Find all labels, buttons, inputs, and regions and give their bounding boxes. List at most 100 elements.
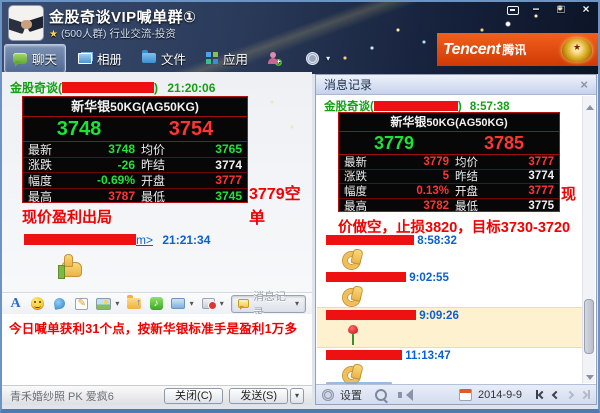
message-block-icon xyxy=(201,298,217,310)
scroll-down-arrow[interactable] xyxy=(585,371,594,380)
chevron-down-icon[interactable]: ▾ xyxy=(115,299,120,308)
message-input-area[interactable]: 今日喊单获利31个点，按新华银标准手是盈利1万多 xyxy=(2,314,312,385)
block-message-button[interactable] xyxy=(201,296,217,312)
chevron-down-icon[interactable]: ▾ xyxy=(189,299,194,308)
tab-chat[interactable]: 聊天 xyxy=(4,43,67,73)
shake-icon xyxy=(53,297,67,310)
tab-apps[interactable]: 应用 xyxy=(198,45,256,72)
message-stack-icon xyxy=(171,298,186,309)
chevron-down-icon: ▾ xyxy=(295,299,300,308)
message-sender-line: m> 21:21:34 xyxy=(24,233,210,247)
board-row: 涨跌 -26 昨结 3774 xyxy=(23,158,247,173)
censor-box xyxy=(24,234,136,245)
music-note-icon: ♪ xyxy=(149,297,163,310)
person-add-icon: + xyxy=(268,52,283,66)
history-message-list: 金股奇谈() 8:57:38 新华银50KG(AG50KG) 3779 3785… xyxy=(316,95,596,384)
board-row: 涨跌 5 昨结 3774 xyxy=(339,170,559,184)
prev-page-button[interactable] xyxy=(551,390,561,399)
minimize-button[interactable]: − xyxy=(532,2,540,16)
tencent-logo: Tencent xyxy=(443,40,501,58)
smiley-icon xyxy=(31,297,45,310)
last-page-button[interactable] xyxy=(579,390,590,399)
chevron-down-icon[interactable]: ▾ xyxy=(219,299,224,308)
instrument-code: 50KG(AG50KG) xyxy=(110,100,199,114)
ok-hand-emoji xyxy=(342,364,362,384)
close-button[interactable]: × xyxy=(582,2,590,16)
settings-label[interactable]: 设置 xyxy=(340,389,362,402)
ask-price: 3754 xyxy=(168,118,214,140)
send-options-caret[interactable]: ▾ xyxy=(290,387,304,404)
tab-album[interactable]: 相册 xyxy=(70,45,130,72)
message-time: 11:13:47 xyxy=(405,350,451,362)
message-sender-line: 金股奇谈() 8:57:38 xyxy=(324,101,510,113)
status-ad-text[interactable]: 青禾婚纱照 PK 爱疯6 xyxy=(10,390,114,403)
tencent-ad-banner[interactable]: Tencent 腾讯 xyxy=(437,33,598,66)
message-sender-line: 金股奇谈() 21:20:06 xyxy=(10,81,216,95)
sender-link-tail[interactable]: m> xyxy=(136,233,154,247)
star-icon: ★ xyxy=(49,29,58,40)
history-scrollbar[interactable] xyxy=(582,96,595,383)
search-icon[interactable] xyxy=(374,388,388,402)
censor-box xyxy=(326,350,402,360)
quote-board-image[interactable]: 新华银50KG(AG50KG) 3779 3785 最新 3779 均价 377… xyxy=(338,112,560,213)
quote-board-image[interactable]: 新华银50KG(AG50KG) 3748 3754 最新 3748 均价 376… xyxy=(22,96,248,204)
skin-icon[interactable] xyxy=(507,5,519,15)
scrollbar-thumb[interactable] xyxy=(584,299,594,354)
font-button[interactable]: A xyxy=(10,295,21,311)
rose-emoji xyxy=(346,325,360,345)
message-time: 9:02:55 xyxy=(409,272,449,284)
music-app-button[interactable]: ♪ xyxy=(148,296,163,312)
screenshot-button[interactable]: ✎ xyxy=(74,296,89,312)
chat-bubble-icon xyxy=(13,52,27,67)
message-history-panel: 消息记录 × 金股奇谈() 8:57:38 新华银50KG(AG50KG) 37… xyxy=(315,74,597,405)
scroll-up-arrow[interactable] xyxy=(585,99,594,110)
history-nav xyxy=(536,390,590,399)
speaker-icon[interactable] xyxy=(398,388,413,401)
tab-bar: 聊天 相册 文件 应用 + ▾ xyxy=(0,43,440,73)
group-subtitle: ★ (500人群) 行业交流-投资 xyxy=(49,28,176,40)
message-time: 21:20:06 xyxy=(167,81,216,95)
message-time: 8:58:32 xyxy=(417,235,457,247)
close-chat-button[interactable]: 关闭(C) xyxy=(164,387,224,404)
chat-panel: 金股奇谈() 21:20:06 新华银50KG(AG50KG) 3748 375… xyxy=(2,72,312,405)
next-page-button[interactable] xyxy=(565,390,575,399)
window-shake-button[interactable] xyxy=(52,296,67,312)
gear-icon[interactable] xyxy=(322,388,334,401)
message-sender-line: 8:58:32 xyxy=(326,235,457,247)
send-image-button[interactable] xyxy=(96,296,112,312)
group-avatar[interactable] xyxy=(9,6,43,40)
send-button[interactable]: 发送(S) xyxy=(229,387,288,404)
trade-call-overlap: 现 xyxy=(561,186,577,203)
tab-files[interactable]: 文件 xyxy=(134,45,194,72)
group-title: 金股奇谈VIP喊单群① xyxy=(49,9,197,26)
emoticon-button[interactable] xyxy=(30,296,45,312)
message-sender-line: 11:13:47 xyxy=(326,350,451,362)
instrument-name: 新华银 xyxy=(71,99,111,114)
add-member-button[interactable]: + xyxy=(260,48,294,68)
chat-message-list: 金股奇谈() 21:20:06 新华银50KG(AG50KG) 3748 375… xyxy=(2,72,312,292)
thumbs-up-emoji xyxy=(58,254,82,279)
maximize-button[interactable]: □ xyxy=(557,2,565,16)
board-row: 最高 3787 最低 3745 xyxy=(28,189,242,204)
chevron-down-icon: ▾ xyxy=(326,53,331,63)
trade-call-text: 价做空，止损3820，目标3730-3720 xyxy=(338,220,571,236)
input-draft-text: 今日喊单获利31个点，按新华银标准手是盈利1万多 xyxy=(9,322,298,336)
multi-message-button[interactable] xyxy=(171,296,186,312)
settings-menu-button[interactable]: ▾ xyxy=(298,48,338,69)
board-row: 幅度 0.13% 开盘 3777 xyxy=(339,184,559,199)
picture-icon xyxy=(96,297,112,310)
window-controls: − □ × xyxy=(507,3,594,17)
censor-box xyxy=(326,235,414,245)
first-page-button[interactable] xyxy=(536,390,547,399)
calendar-icon[interactable] xyxy=(458,388,472,401)
history-date[interactable]: 2014-9-9 xyxy=(477,388,522,401)
ask-price: 3785 xyxy=(483,133,525,153)
message-time: 8:57:38 xyxy=(469,101,510,113)
app-grid-icon xyxy=(206,52,218,64)
send-file-button[interactable] xyxy=(126,295,141,312)
instrument-code: 50KG(AG50KG) xyxy=(426,117,508,129)
history-close-icon[interactable]: × xyxy=(580,77,588,92)
message-history-button[interactable]: 消息记录 ▾ xyxy=(230,291,307,319)
message-sender-line: 9:02:55 xyxy=(326,272,449,284)
